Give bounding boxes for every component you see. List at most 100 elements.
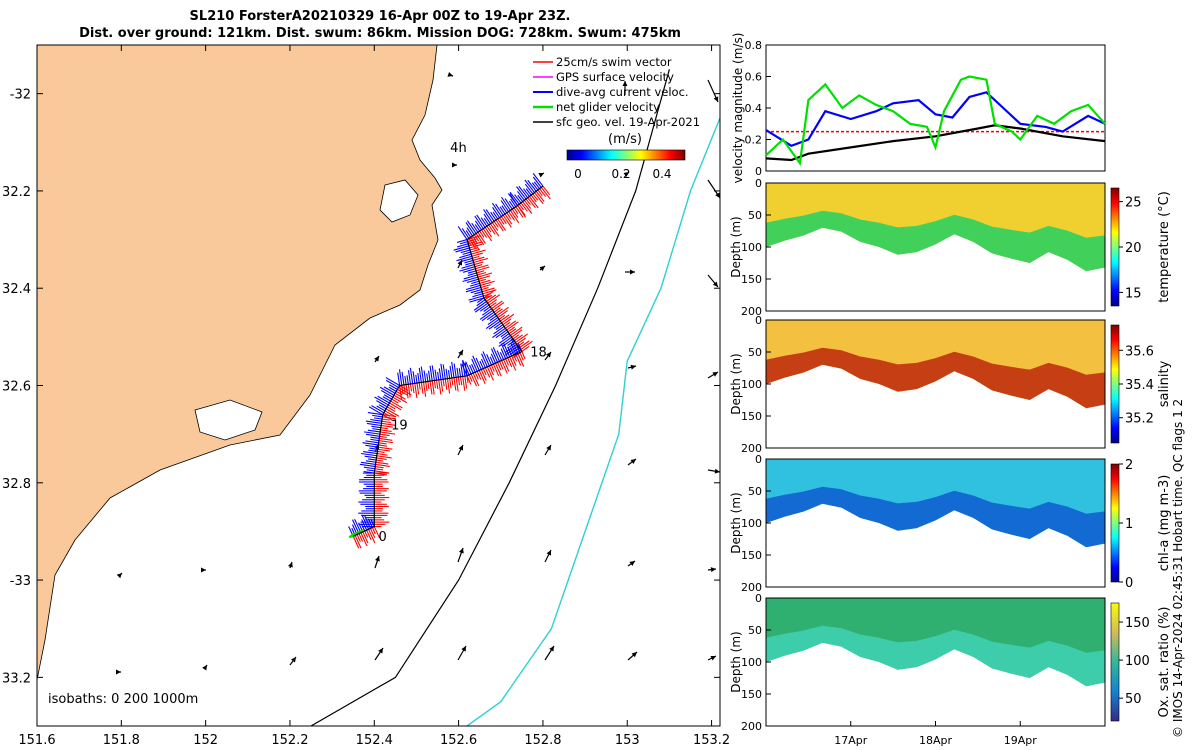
track-time-label: 18 — [530, 345, 547, 360]
svg-text:0.4: 0.4 — [652, 167, 671, 181]
svg-text:32.6: 32.6 — [2, 380, 31, 395]
section-colorbar: 25 20 15 temperature (°C) — [1110, 187, 1172, 307]
colorbar-label: chl-a (mg m-3) — [1157, 475, 1172, 572]
svg-text:33.2: 33.2 — [2, 671, 31, 686]
svg-text:152.8: 152.8 — [524, 733, 561, 748]
map-y-tick: 32.6 — [2, 380, 720, 395]
velocity-y-tick: 0.2 — [745, 134, 771, 147]
svg-text:0.4: 0.4 — [745, 102, 763, 115]
velocity-series-line — [765, 75, 1106, 166]
svg-text:200: 200 — [741, 581, 762, 594]
svg-text:0.2: 0.2 — [611, 167, 630, 181]
svg-text:152: 152 — [193, 733, 218, 748]
svg-text:100: 100 — [741, 517, 762, 530]
velocity-y-tick: 0.4 — [745, 102, 771, 115]
svg-text:100: 100 — [741, 378, 762, 391]
section-panel: 0 50 100 150 200 Depth (m) 25 20 15 temperature (… — [729, 177, 1172, 318]
track-time-label: 4h — [450, 141, 467, 156]
map-panel: 4h 18 19 0 151.6 151.8 152 152.2 152.4 152.6 152.… — [2, 44, 730, 748]
section-colorbar: 2 1 0 chl-a (mg m-3) — [1110, 458, 1172, 591]
map-x-tick: 153 — [615, 45, 640, 748]
velocity-y-tick: 0 — [755, 165, 771, 178]
map-y-tick: -32 — [10, 88, 720, 103]
depth-tick: 150 — [741, 410, 771, 423]
map-x-tick: 152.2 — [271, 45, 309, 748]
colorbar-label: temperature (°C) — [1157, 191, 1172, 303]
section-lower-layer — [766, 347, 1105, 409]
legend-entry-swim: 25cm/s swim vector — [533, 55, 672, 69]
legend-entry-current: dive-avg current veloc. — [533, 85, 689, 99]
section-panel: 0 50 100 150 200 Depth (m) 35.6 35.4 35.2salinit… — [729, 314, 1172, 455]
section-lower-layer — [766, 210, 1105, 272]
map-x-tick: 151.8 — [103, 45, 140, 748]
time-tick: 19Apr — [1004, 721, 1038, 747]
svg-text:35.6: 35.6 — [1125, 344, 1154, 359]
section-lower-layer — [766, 486, 1105, 548]
svg-text:151.6: 151.6 — [18, 733, 55, 748]
svg-text:50: 50 — [748, 346, 762, 359]
velocity-series — [765, 75, 1106, 166]
section-colorbar: 150 100 50 Ox. sat. ratio (%) — [1110, 602, 1172, 722]
depth-tick: 50 — [748, 346, 771, 359]
map-x-tick: 152.6 — [440, 45, 477, 748]
depth-tick: 0 — [755, 453, 771, 466]
svg-text:153.2: 153.2 — [693, 733, 730, 748]
svg-text:35.4: 35.4 — [1125, 378, 1154, 393]
svg-text:150: 150 — [1125, 616, 1150, 631]
velocity-y-tick: 0.6 — [745, 71, 771, 84]
svg-text:17Apr: 17Apr — [834, 734, 868, 747]
depth-axis-label: Depth (m) — [729, 492, 743, 553]
svg-text:0: 0 — [1125, 576, 1133, 591]
legend-entry-gps: GPS surface velocity — [533, 70, 674, 84]
depth-tick: 200 — [741, 442, 771, 455]
map-x-tick: 152.8 — [524, 45, 562, 748]
svg-text:-32: -32 — [10, 88, 31, 103]
depth-tick: 100 — [741, 517, 771, 530]
section-panel: 0 50 100 150 200 Depth (m) 2 1 0 chl-a (mg m-3) — [729, 453, 1172, 594]
svg-text:sfc geo. vel. 19-Apr-2021: sfc geo. vel. 19-Apr-2021 — [556, 115, 700, 129]
svg-text:19Apr: 19Apr — [1004, 734, 1038, 747]
svg-text:150: 150 — [741, 273, 762, 286]
svg-text:153: 153 — [615, 733, 640, 748]
svg-text:150: 150 — [741, 688, 762, 701]
velocity-ylabel: velocity magnitude (m/s) — [731, 33, 745, 184]
svg-text:50: 50 — [748, 485, 762, 498]
svg-text:0: 0 — [755, 165, 762, 178]
svg-text:2: 2 — [1125, 458, 1133, 473]
velocity-y-axis: 0 0.2 0.4 0.6 0.8 — [745, 39, 771, 178]
legend-entry-net: net glider velocity — [533, 100, 660, 114]
map-x-axis: 151.6 151.8 152 152.2 152.4 152.6 152.8 153 153.… — [18, 45, 730, 748]
depth-tick: 200 — [741, 581, 771, 594]
surface-geostrophic-velocity-arrows — [116, 72, 720, 675]
svg-text:0: 0 — [574, 167, 582, 181]
svg-text:150: 150 — [741, 549, 762, 562]
svg-text:dive-avg current veloc.: dive-avg current veloc. — [556, 85, 689, 99]
track-time-label: 0 — [379, 530, 387, 545]
depth-axis-label: Depth (m) — [729, 631, 743, 692]
svg-text:150: 150 — [741, 410, 762, 423]
svg-text:20: 20 — [1125, 241, 1142, 256]
glider-track-line — [352, 185, 544, 537]
track-time-label: 19 — [391, 418, 408, 433]
map-y-tick: -33 — [10, 574, 720, 589]
track-time-labels: 4h 18 19 0 — [379, 141, 547, 545]
svg-text:1: 1 — [1125, 517, 1133, 532]
svg-text:0.2: 0.2 — [745, 134, 763, 147]
svg-text:25: 25 — [1125, 196, 1142, 211]
svg-text:0.6: 0.6 — [745, 71, 763, 84]
map-y-tick: 33.2 — [2, 671, 720, 686]
svg-text:152.2: 152.2 — [271, 733, 308, 748]
time-tick: 17Apr — [834, 721, 868, 747]
svg-text:32.4: 32.4 — [2, 282, 31, 297]
map-y-axis: -32 32.2 32.4 32.6 32.8 -33 33.2 — [2, 88, 720, 686]
isobath-annotation: isobaths: 0 200 1000m — [48, 692, 198, 707]
svg-text:50: 50 — [1125, 692, 1142, 707]
speed-colorbar: (m/s) 0 0.2 0.4 — [566, 132, 686, 181]
legend-entry-geo: sfc geo. vel. 19-Apr-2021 — [533, 115, 700, 129]
glider-track-vectors — [348, 173, 551, 549]
map-y-tick: 32.8 — [2, 477, 720, 492]
figure-title-line2: Dist. over ground: 121km. Dist. swum: 86… — [79, 26, 681, 41]
